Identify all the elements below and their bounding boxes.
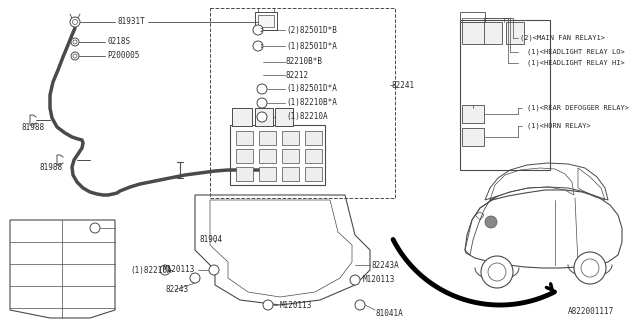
Text: (2)82501D*B: (2)82501D*B <box>286 26 337 35</box>
Circle shape <box>257 84 267 94</box>
Text: 81041A: 81041A <box>375 308 403 317</box>
Bar <box>305 131 322 145</box>
Bar <box>210 8 395 198</box>
Text: (1)82501D*A: (1)82501D*A <box>286 84 337 93</box>
Circle shape <box>257 98 267 108</box>
Circle shape <box>355 300 365 310</box>
Circle shape <box>488 263 506 281</box>
Bar <box>275 108 293 126</box>
Circle shape <box>73 40 77 44</box>
Text: 82212: 82212 <box>286 70 309 79</box>
Bar <box>282 131 299 145</box>
Text: (1)82210B*A: (1)82210B*A <box>286 99 337 108</box>
Text: (1)82210A: (1)82210A <box>130 266 172 275</box>
Text: A822001117: A822001117 <box>568 308 614 316</box>
Circle shape <box>263 300 273 310</box>
Circle shape <box>72 20 77 25</box>
Circle shape <box>253 41 263 51</box>
Circle shape <box>190 273 200 283</box>
Text: 81904: 81904 <box>200 236 223 244</box>
Circle shape <box>71 52 79 60</box>
Bar <box>255 108 273 126</box>
Text: 82243: 82243 <box>165 285 188 294</box>
Text: (1)82210A: (1)82210A <box>286 113 328 122</box>
Circle shape <box>73 54 77 58</box>
Text: (1)<HEADLIGHT RELAY HI>: (1)<HEADLIGHT RELAY HI> <box>527 60 625 66</box>
Bar <box>259 149 276 163</box>
Text: P200005: P200005 <box>107 52 140 60</box>
Bar <box>232 108 252 126</box>
Bar <box>460 12 485 22</box>
Text: 81988: 81988 <box>22 124 45 132</box>
Circle shape <box>574 252 606 284</box>
Bar <box>255 12 277 30</box>
Text: 1: 1 <box>259 44 262 49</box>
Circle shape <box>70 17 80 27</box>
Bar <box>259 167 276 181</box>
Circle shape <box>481 256 513 288</box>
Circle shape <box>253 25 263 35</box>
Bar <box>462 105 484 123</box>
Circle shape <box>581 259 599 277</box>
Bar <box>282 167 299 181</box>
Bar <box>462 22 486 44</box>
Circle shape <box>350 275 360 285</box>
Bar <box>305 167 322 181</box>
Bar <box>236 149 253 163</box>
Circle shape <box>257 112 267 122</box>
Text: 0218S: 0218S <box>107 37 130 46</box>
Text: 82241: 82241 <box>392 81 415 90</box>
Bar <box>484 22 502 44</box>
Text: 81988: 81988 <box>40 164 63 172</box>
Text: 82243A: 82243A <box>372 260 400 269</box>
Text: (1)<REAR DEFOGGER RELAY>: (1)<REAR DEFOGGER RELAY> <box>527 105 629 111</box>
Text: (1)<HORN RELAY>: (1)<HORN RELAY> <box>527 123 591 129</box>
Text: M120113: M120113 <box>280 300 312 309</box>
Bar <box>230 125 325 185</box>
Bar <box>259 131 276 145</box>
Bar <box>506 22 524 44</box>
Text: (1)82501D*A: (1)82501D*A <box>286 42 337 51</box>
Circle shape <box>90 223 100 233</box>
Text: (2)<MAIN FAN RELAY1>: (2)<MAIN FAN RELAY1> <box>520 35 605 41</box>
Bar <box>462 128 484 146</box>
Bar <box>460 20 550 170</box>
Bar <box>258 15 274 27</box>
Text: 2: 2 <box>259 28 262 33</box>
Bar <box>305 149 322 163</box>
Text: 82210B*B: 82210B*B <box>286 58 323 67</box>
Circle shape <box>71 38 79 46</box>
Circle shape <box>160 265 170 275</box>
Circle shape <box>209 265 219 275</box>
Bar <box>282 149 299 163</box>
Bar <box>236 131 253 145</box>
Circle shape <box>485 216 497 228</box>
Bar <box>236 167 253 181</box>
Text: M120113: M120113 <box>363 276 396 284</box>
Text: (1)<HEADLIGHT RELAY LO>: (1)<HEADLIGHT RELAY LO> <box>527 49 625 55</box>
Text: M120113: M120113 <box>163 266 195 275</box>
Text: 81931T: 81931T <box>117 18 145 27</box>
